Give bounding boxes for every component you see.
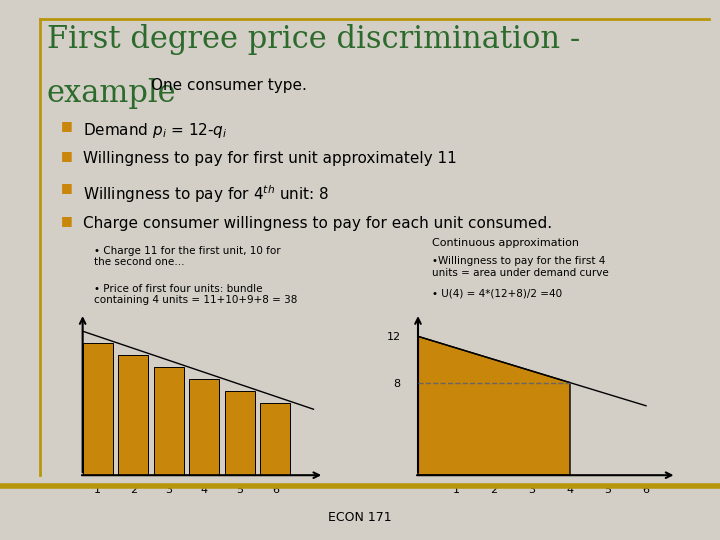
Text: example: example <box>47 78 176 109</box>
Text: • Charge 11 for the first unit, 10 for
the second one…: • Charge 11 for the first unit, 10 for t… <box>94 246 280 267</box>
Text: Willingness to pay for 4$^{th}$ unit: 8: Willingness to pay for 4$^{th}$ unit: 8 <box>83 184 329 205</box>
Bar <box>153 367 184 475</box>
Text: ■: ■ <box>61 149 73 162</box>
Text: First degree price discrimination -: First degree price discrimination - <box>47 24 580 55</box>
Bar <box>118 355 148 475</box>
Bar <box>225 391 255 475</box>
Bar <box>189 379 220 475</box>
Text: Charge consumer willingness to pay for each unit consumed.: Charge consumer willingness to pay for e… <box>83 216 552 231</box>
Polygon shape <box>418 336 570 475</box>
Text: ■: ■ <box>61 119 73 132</box>
Text: ECON 171: ECON 171 <box>328 511 392 524</box>
Text: Willingness to pay for first unit approximately 11: Willingness to pay for first unit approx… <box>83 151 456 166</box>
Text: • U(4) = 4*(12+8)/2 =40: • U(4) = 4*(12+8)/2 =40 <box>432 289 562 299</box>
Text: Demand $p_i$ = 12-$q_i$: Demand $p_i$ = 12-$q_i$ <box>83 122 228 140</box>
Text: Continuous approximation: Continuous approximation <box>432 238 579 248</box>
Text: ■: ■ <box>61 214 73 227</box>
Bar <box>83 343 113 475</box>
Text: •Willingness to pay for the first 4
units = area under demand curve: •Willingness to pay for the first 4 unit… <box>432 256 608 278</box>
Text: • Price of first four units: bundle
containing 4 units = 11+10+9+8 = 38: • Price of first four units: bundle cont… <box>94 284 297 305</box>
Text: One consumer type.: One consumer type. <box>151 78 307 93</box>
Text: ■: ■ <box>61 181 73 194</box>
Bar <box>260 403 290 475</box>
